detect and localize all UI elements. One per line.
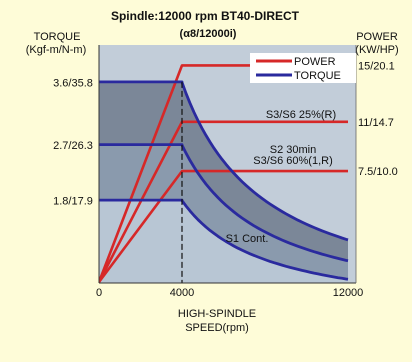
power-tick-label-1: 11/14.7 — [358, 117, 394, 129]
power-axis-title: POWER — [356, 31, 398, 43]
region-label-2-0: S1 Cont. — [226, 233, 269, 245]
x-axis-unit: SPEED(rpm) — [185, 322, 249, 334]
power-tick-label-0: 15/20.1 — [358, 60, 395, 72]
torque-curve-s3-25 — [99, 80, 349, 242]
torque-axis-title: TORQUE — [34, 31, 81, 43]
region-label-0-0: S3/S6 25%(R) — [266, 109, 336, 121]
region-label-1-0: S2 30min — [270, 144, 316, 156]
torque-curve-s2-60 — [99, 143, 349, 263]
x-axis-title: HIGH-SPINDLE — [178, 308, 256, 320]
torque-axis-unit: (Kgf-m/N-m) — [26, 44, 87, 56]
torque-curve-s1 — [99, 198, 349, 281]
torque-tick-label-1: 2.7/26.3 — [53, 140, 93, 152]
x-tick-label-1: 4000 — [170, 287, 194, 299]
region-label-1-1: S3/S6 60%(1,R) — [253, 155, 332, 167]
power-axis-unit: (KW/HP) — [355, 44, 398, 56]
x-tick-label-2: 12000 — [333, 287, 364, 299]
legend-label-power: POWER — [294, 56, 336, 68]
power-line-s1 — [99, 169, 348, 283]
x-tick-label-0: 0 — [96, 287, 102, 299]
torque-tick-label-0: 3.6/35.8 — [53, 77, 93, 89]
chart-subtitle: (α8/12000i) — [180, 28, 237, 40]
torque-tick-label-2: 1.8/17.9 — [53, 196, 93, 208]
legend-box — [250, 53, 356, 83]
legend: POWER TORQUE — [250, 53, 356, 83]
chart-title: Spindle:12000 rpm BT40-DIRECT — [111, 9, 300, 23]
legend-label-torque: TORQUE — [294, 70, 341, 82]
power-tick-label-2: 7.5/10.0 — [358, 166, 398, 178]
